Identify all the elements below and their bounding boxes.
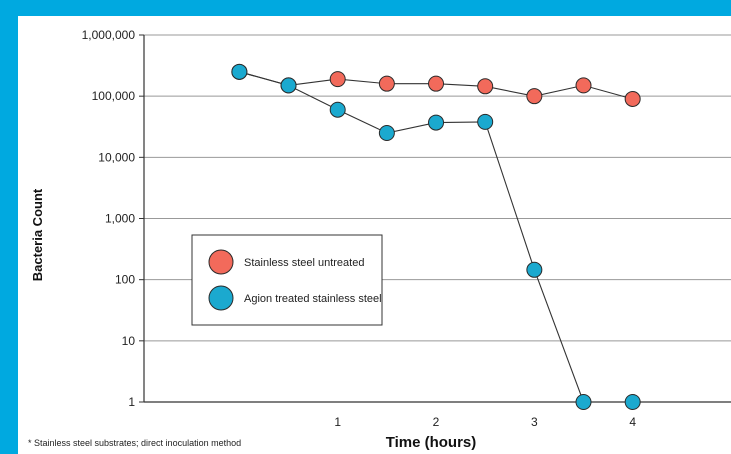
y-tick-label: 100,000 <box>92 89 136 103</box>
x-tick-label: 1 <box>334 415 341 429</box>
data-point-series-1 <box>428 75 445 92</box>
x-axis-label: Time (hours) <box>386 434 477 451</box>
y-tick-label: 1,000,000 <box>82 28 136 42</box>
y-tick-labels: 1 10 100 1,000 10,000 100,000 1,000,000 <box>82 28 136 409</box>
legend-marker <box>208 249 234 275</box>
data-point-series-2 <box>329 101 346 118</box>
x-tick-label: 2 <box>433 415 440 429</box>
y-tick-label: 1,000 <box>105 212 135 226</box>
x-tick-labels: 1 2 3 4 <box>334 415 636 429</box>
data-point-series-2 <box>526 261 543 278</box>
data-point-series-1 <box>624 90 641 107</box>
legend-marker <box>208 285 234 311</box>
y-tick-label: 10,000 <box>98 150 135 164</box>
legend-label: Agion treated stainless steel <box>244 293 382 305</box>
data-point-series-2 <box>624 394 641 410</box>
data-point-series-2 <box>428 114 445 131</box>
chart-card: 1 10 100 1,000 10,000 100,000 1,000,000 1 2 3 4 S… <box>18 16 731 454</box>
footnote: * Stainless steel substrates; direct ino… <box>28 438 241 448</box>
data-point-series-1 <box>526 88 543 105</box>
data-point-series-2 <box>477 113 494 130</box>
data-point-series-1 <box>477 78 494 95</box>
y-tick-label: 1 <box>128 395 135 409</box>
series-points <box>231 63 641 410</box>
legend-box <box>191 234 383 326</box>
x-tick-label: 4 <box>629 415 636 429</box>
data-point-series-1 <box>575 77 592 94</box>
y-tick-label: 10 <box>122 334 136 348</box>
legend: Stainless steel untreated Agion treated s… <box>191 234 383 326</box>
y-axis-label: Bacteria Count <box>30 188 45 281</box>
legend-label: Stainless steel untreated <box>244 257 364 269</box>
data-point-series-1 <box>329 71 346 88</box>
data-point-series-2 <box>378 124 395 141</box>
chart-svg: 1 10 100 1,000 10,000 100,000 1,000,000 1 2 3 4 S… <box>28 28 731 451</box>
y-tick-label: 100 <box>115 273 135 287</box>
data-point-series-2 <box>280 77 297 94</box>
x-tick-label: 3 <box>531 415 538 429</box>
data-point-series-2 <box>575 394 592 410</box>
data-point-series-2 <box>231 63 248 80</box>
data-point-series-1 <box>378 75 395 92</box>
